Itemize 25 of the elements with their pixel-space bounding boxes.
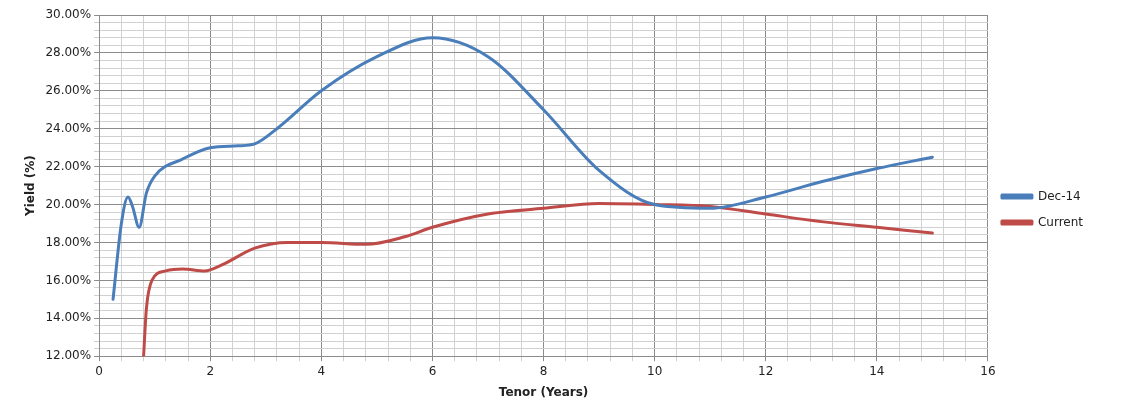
x-axis-title: Tenor (Years) — [498, 384, 589, 399]
y-axis-title: Yield (%) — [23, 155, 38, 218]
y-tick-label: 26.00% — [45, 82, 92, 97]
y-tick-label: 14.00% — [45, 310, 92, 325]
legend-label: Dec-14 — [1037, 188, 1081, 203]
y-tick-label: 16.00% — [45, 272, 92, 287]
x-tick-label: 14 — [869, 363, 885, 378]
line-series — [111, 36, 934, 301]
x-tick-label: 8 — [539, 363, 548, 378]
x-tick-label: 2 — [206, 363, 215, 378]
y-tick-label: 22.00% — [45, 158, 92, 173]
x-tick-label: 0 — [95, 363, 103, 378]
y-tick-label: 12.00% — [45, 348, 92, 363]
x-tick-label: 12 — [758, 363, 774, 378]
x-tick-label: 6 — [428, 363, 437, 378]
x-tick-label: 4 — [317, 363, 326, 378]
y-tick-label: 30.00% — [45, 7, 92, 22]
x-tick-label: 16 — [980, 363, 996, 378]
y-tick-label: 20.00% — [45, 196, 92, 211]
y-tick-label: 18.00% — [45, 234, 92, 249]
x-tick-label: 10 — [647, 363, 663, 378]
y-tick-label: 28.00% — [45, 45, 92, 60]
y-tick-label: 24.00% — [45, 120, 92, 135]
legend-label: Current — [1037, 214, 1084, 229]
line-series — [142, 202, 934, 357]
